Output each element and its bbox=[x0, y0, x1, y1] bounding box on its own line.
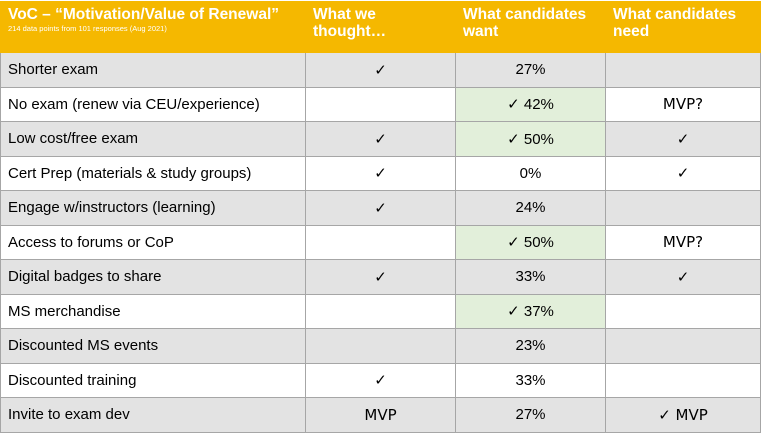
cell-want: 33% bbox=[455, 259, 606, 295]
row-label: Low cost/free exam bbox=[0, 121, 306, 157]
row-label: Engage w/instructors (learning) bbox=[0, 190, 306, 226]
cell-thought bbox=[305, 224, 456, 260]
header-row: VoC – “Motivation/Value of Renewal” 214 … bbox=[0, 1, 761, 53]
cell-need: ✓ MVP bbox=[605, 397, 761, 433]
cell-need bbox=[605, 328, 761, 364]
table-row: Access to forums or CoP ✓ 50% MVP? bbox=[0, 224, 761, 260]
cell-want-highlighted: ✓ 37% bbox=[455, 293, 606, 329]
row-label: Invite to exam dev bbox=[0, 397, 306, 433]
cell-need: MVP? bbox=[605, 86, 761, 122]
row-label: Digital badges to share bbox=[0, 259, 306, 295]
table-row: Engage w/instructors (learning) ✓ 24% bbox=[0, 190, 761, 226]
table-row: MS merchandise ✓ 37% bbox=[0, 293, 761, 329]
table-row: Cert Prep (materials & study groups) ✓ 0… bbox=[0, 155, 761, 191]
cell-want: 23% bbox=[455, 328, 606, 364]
table-title: VoC – “Motivation/Value of Renewal” bbox=[8, 6, 280, 23]
cell-thought: ✓ bbox=[305, 155, 456, 191]
cell-thought: ✓ bbox=[305, 362, 456, 398]
header-title-cell: VoC – “Motivation/Value of Renewal” 214 … bbox=[0, 1, 306, 53]
cell-need bbox=[605, 52, 761, 88]
row-label: No exam (renew via CEU/experience) bbox=[0, 86, 306, 122]
cell-want: 24% bbox=[455, 190, 606, 226]
table-row: No exam (renew via CEU/experience) ✓ 42%… bbox=[0, 86, 761, 122]
cell-thought bbox=[305, 86, 456, 122]
cell-thought: ✓ bbox=[305, 190, 456, 226]
cell-thought: ✓ bbox=[305, 52, 456, 88]
cell-want: 0% bbox=[455, 155, 606, 191]
cell-thought bbox=[305, 328, 456, 364]
table-row: Discounted MS events 23% bbox=[0, 328, 761, 364]
cell-thought: MVP bbox=[305, 397, 456, 433]
cell-want: 27% bbox=[455, 52, 606, 88]
cell-want-highlighted: ✓ 50% bbox=[455, 224, 606, 260]
header-what-candidates-need: What candidates need bbox=[605, 1, 761, 53]
cell-want: 33% bbox=[455, 362, 606, 398]
cell-need bbox=[605, 190, 761, 226]
row-label: Cert Prep (materials & study groups) bbox=[0, 155, 306, 191]
cell-thought bbox=[305, 293, 456, 329]
row-label: Discounted training bbox=[0, 362, 306, 398]
cell-need: MVP? bbox=[605, 224, 761, 260]
row-label: Discounted MS events bbox=[0, 328, 306, 364]
header-what-candidates-want: What candidates want bbox=[455, 1, 606, 53]
cell-need: ✓ bbox=[605, 121, 761, 157]
table-row: Invite to exam dev MVP 27% ✓ MVP bbox=[0, 397, 761, 433]
cell-want: 27% bbox=[455, 397, 606, 433]
table-row: Digital badges to share ✓ 33% ✓ bbox=[0, 259, 761, 295]
row-label: MS merchandise bbox=[0, 293, 306, 329]
cell-want-highlighted: ✓ 50% bbox=[455, 121, 606, 157]
row-label: Shorter exam bbox=[0, 52, 306, 88]
table-row: Low cost/free exam ✓ ✓ 50% ✓ bbox=[0, 121, 761, 157]
table-subtitle: 214 data points from 101 responses (Aug … bbox=[8, 24, 167, 33]
table-row: Shorter exam ✓ 27% bbox=[0, 52, 761, 88]
cell-need bbox=[605, 293, 761, 329]
cell-need bbox=[605, 362, 761, 398]
cell-thought: ✓ bbox=[305, 259, 456, 295]
header-what-we-thought: What we thought… bbox=[305, 1, 456, 53]
row-label: Access to forums or CoP bbox=[0, 224, 306, 260]
cell-thought: ✓ bbox=[305, 121, 456, 157]
table-body: Shorter exam ✓ 27% No exam (renew via CE… bbox=[0, 52, 761, 433]
cell-need: ✓ bbox=[605, 259, 761, 295]
cell-need: ✓ bbox=[605, 155, 761, 191]
cell-want-highlighted: ✓ 42% bbox=[455, 86, 606, 122]
table-row: Discounted training ✓ 33% bbox=[0, 362, 761, 398]
